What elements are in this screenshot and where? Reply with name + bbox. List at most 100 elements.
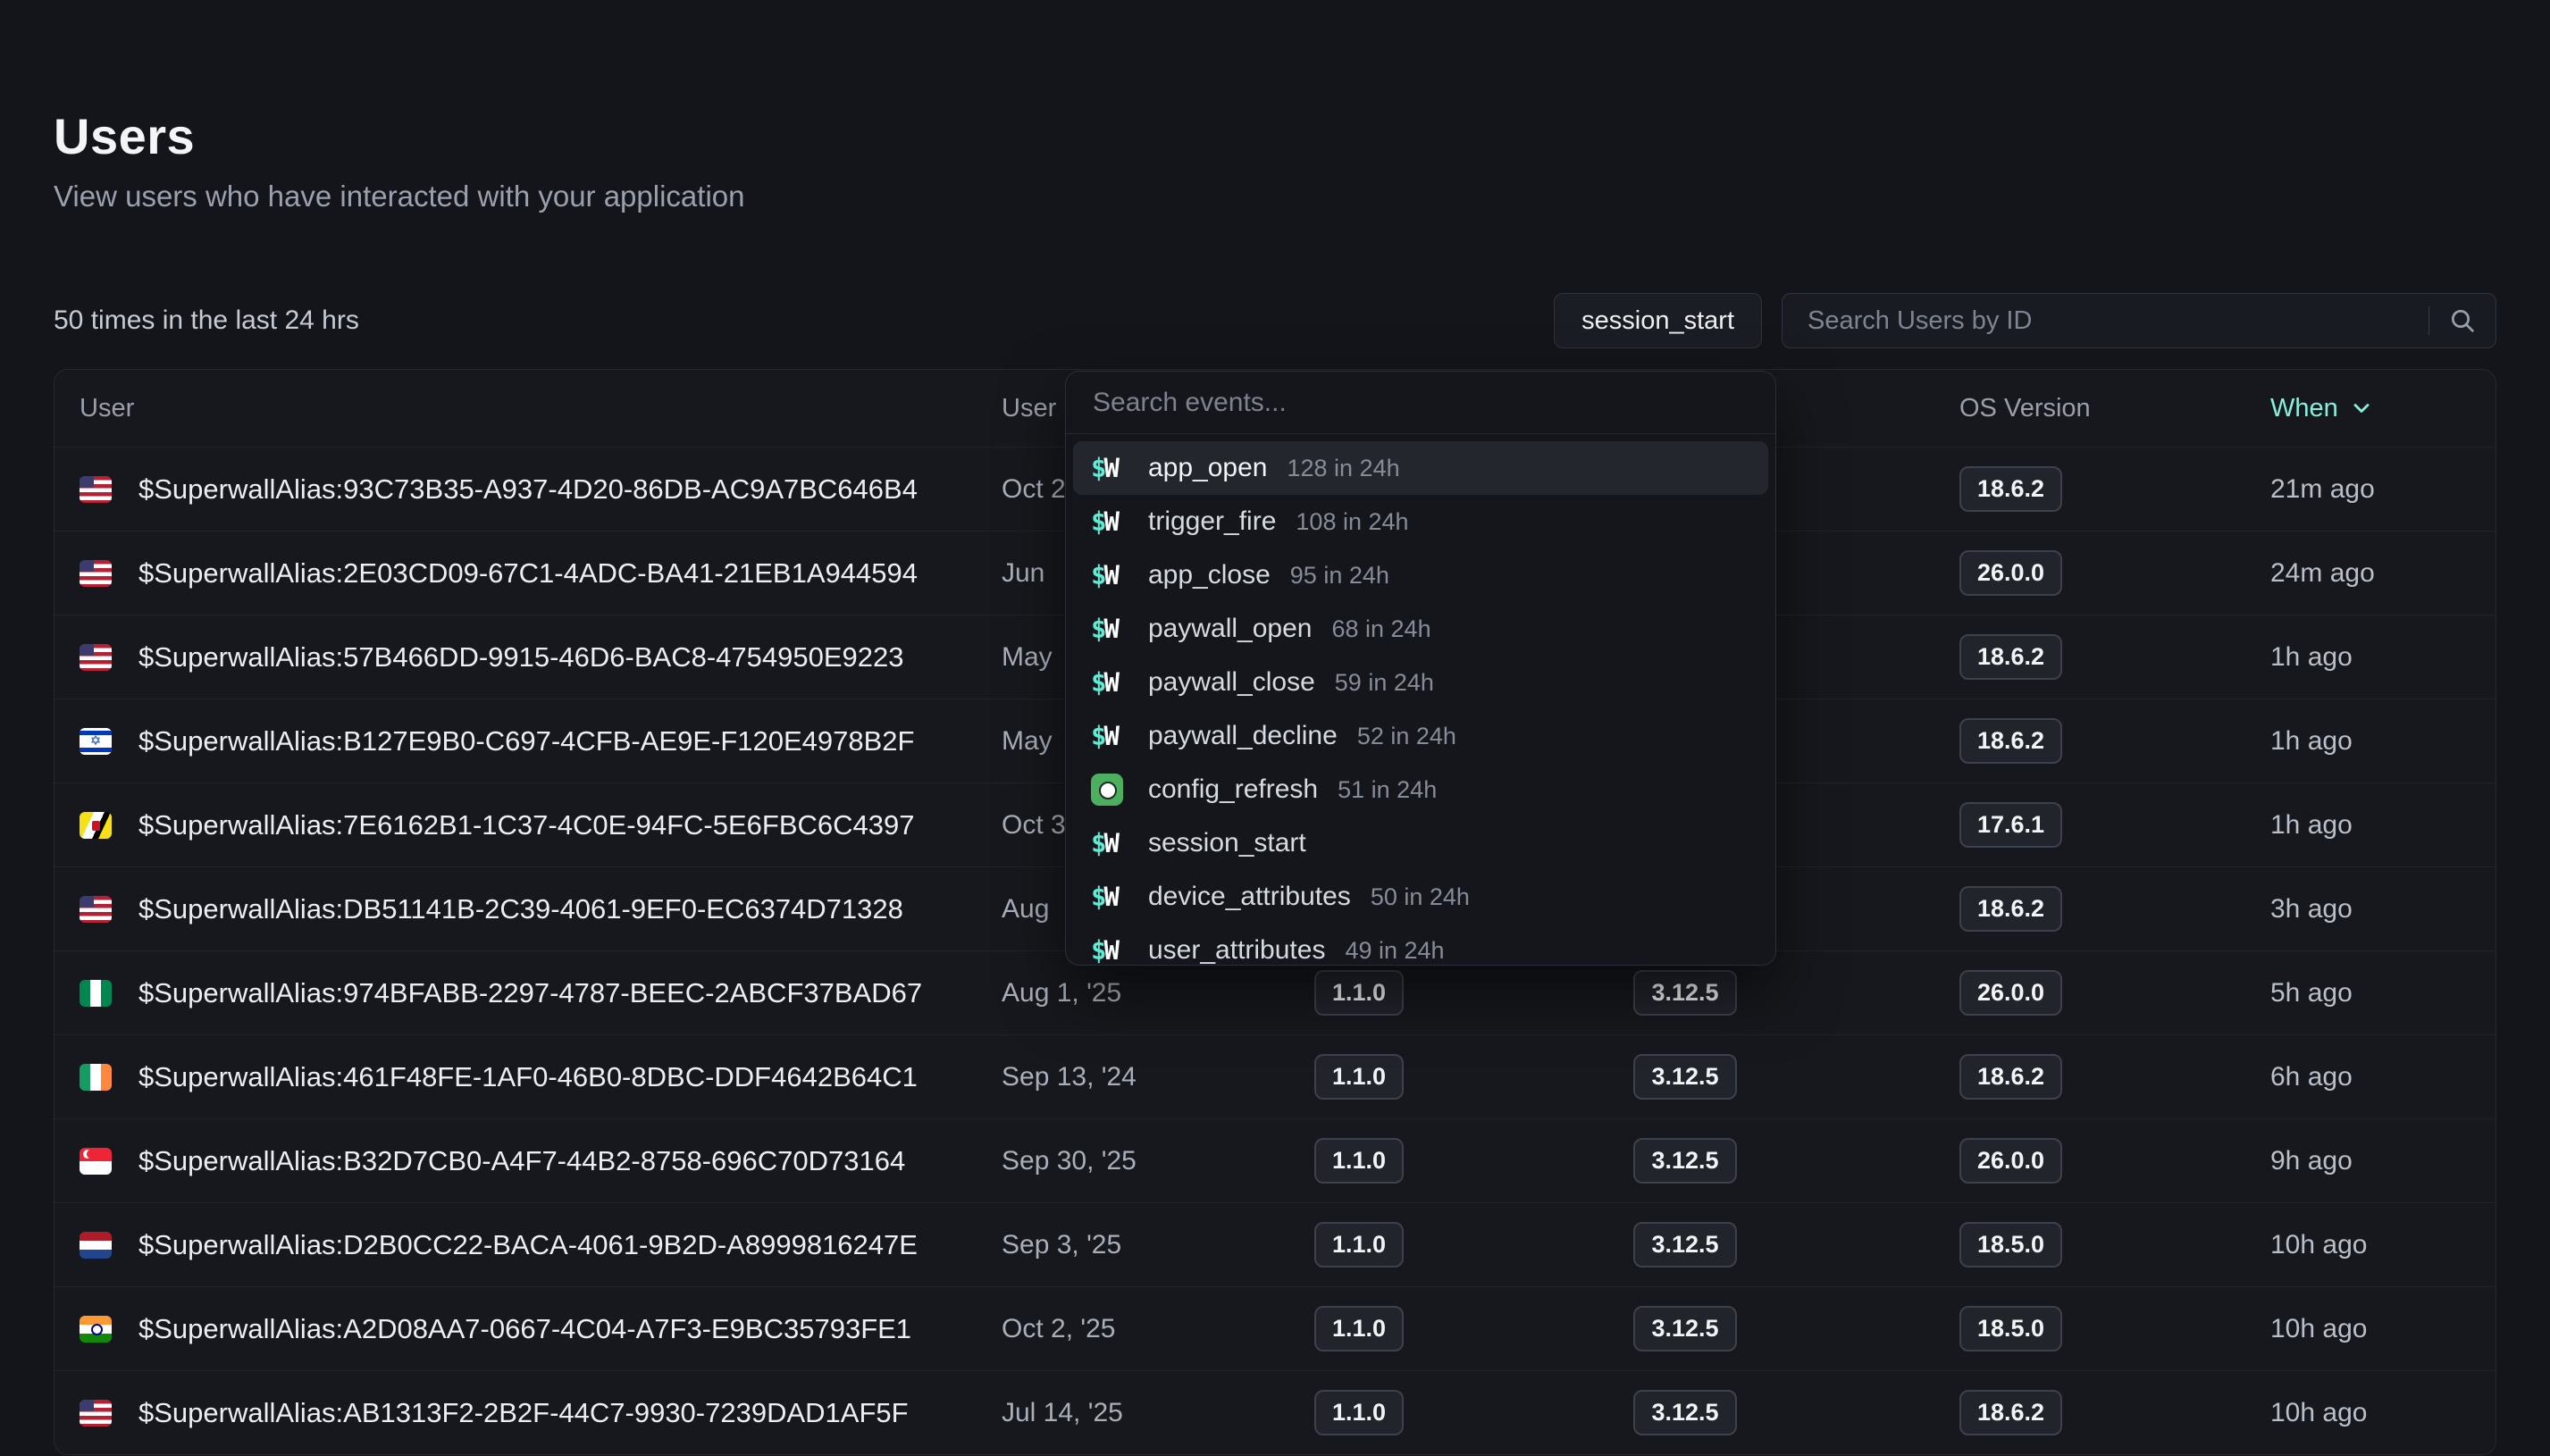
sdk-version-badge: 3.12.5 [1633,1138,1736,1184]
user-id: $SuperwallAlias:D2B0CC22-BACA-4061-9B2D-… [138,1229,918,1261]
user-id: $SuperwallAlias:B32D7CB0-A4F7-44B2-8758-… [138,1145,905,1177]
users-search-box [1782,293,2496,348]
event-filter-button[interactable]: session_start [1554,293,1762,348]
user-id: $SuperwallAlias:DB51141B-2C39-4061-9EF0-… [138,893,903,925]
os-version-badge: 18.5.0 [1959,1306,2062,1351]
last-seen: 9h ago [2270,1146,2353,1176]
table-row[interactable]: $SuperwallAlias:D2B0CC22-BACA-4061-9B2D-… [55,1202,2495,1286]
event-list-item[interactable]: $W paywall_open 68 in 24h [1073,602,1768,656]
app-version-badge: 1.1.0 [1314,1222,1404,1268]
event-name: paywall_open [1148,614,1312,644]
event-icon-box: $W [1091,453,1132,483]
user-id: $SuperwallAlias:57B466DD-9915-46D6-BAC8-… [138,641,904,674]
country-flag-icon [80,1400,112,1427]
country-flag-icon [80,1148,112,1175]
user-created-date: May [1002,726,1053,757]
event-icon-box: $W [1091,882,1132,912]
os-version-badge: 18.6.2 [1959,1390,2062,1435]
event-list-item[interactable]: $W device_attributes 50 in 24h [1073,870,1768,924]
app-version-badge: 1.1.0 [1314,1138,1404,1184]
event-search-row [1066,372,1775,434]
user-created-date: Sep 30, '25 [1002,1146,1137,1176]
superwall-event-icon: $W [1091,667,1117,698]
superwall-event-icon: $W [1091,614,1117,644]
config-refresh-app-icon [1091,774,1123,806]
sdk-version-badge: 3.12.5 [1633,970,1736,1016]
user-created-date: Sep 3, '25 [1002,1230,1121,1260]
event-list-item[interactable]: $W paywall_decline 52 in 24h [1073,709,1768,763]
table-row[interactable]: $SuperwallAlias:461F48FE-1AF0-46B0-8DBC-… [55,1034,2495,1118]
event-count: 108 in 24h [1296,508,1408,536]
search-icon[interactable] [2429,306,2495,335]
event-name: device_attributes [1148,882,1351,912]
events-count-label: 50 times in the last 24 hrs [54,305,359,336]
event-icon-box: $W [1091,506,1132,537]
page-subtitle: View users who have interacted with your… [54,180,2496,213]
user-created-date: Aug [1002,894,1049,925]
event-list-item[interactable]: $W app_open 128 in 24h [1073,441,1768,495]
event-list-item[interactable]: $W app_close 95 in 24h [1073,548,1768,602]
app-version-badge: 1.1.0 [1314,1054,1404,1100]
sdk-version-badge: 3.12.5 [1633,1054,1736,1100]
user-created-date: Jun [1002,558,1044,589]
app-version-badge: 1.1.0 [1314,1306,1404,1351]
event-count: 49 in 24h [1345,937,1444,965]
country-flag-icon [80,560,112,587]
user-created-date: Oct 2, '25 [1002,1314,1115,1344]
user-created-date: Oct 3 [1002,810,1066,841]
event-icon-box: $W [1091,614,1132,644]
event-count: 51 in 24h [1338,776,1437,804]
last-seen: 10h ago [2270,1314,2367,1344]
superwall-event-icon: $W [1091,935,1117,965]
last-seen: 21m ago [2270,474,2375,505]
event-list-item[interactable]: $W user_attributes 49 in 24h [1073,924,1768,965]
os-version-badge: 17.6.1 [1959,802,2062,848]
last-seen: 24m ago [2270,558,2375,589]
os-version-badge: 18.6.2 [1959,634,2062,680]
event-count: 59 in 24h [1335,669,1434,697]
event-count: 95 in 24h [1290,562,1389,590]
country-flag-icon [80,644,112,671]
event-name: paywall_decline [1148,721,1338,751]
sdk-version-badge: 3.12.5 [1633,1390,1736,1435]
table-row[interactable]: $SuperwallAlias:A2D08AA7-0667-4C04-A7F3-… [55,1286,2495,1370]
user-id: $SuperwallAlias:974BFABB-2297-4787-BEEC-… [138,977,922,1009]
last-seen: 1h ago [2270,726,2353,757]
event-search-input[interactable] [1093,388,1749,418]
page-header: Users View users who have interacted wit… [54,0,2496,213]
event-list-item[interactable]: config_refresh 51 in 24h [1073,763,1768,816]
os-version-badge: 18.6.2 [1959,1054,2062,1100]
superwall-event-icon: $W [1091,506,1117,537]
last-seen: 1h ago [2270,642,2353,673]
app-version-badge: 1.1.0 [1314,970,1404,1016]
os-version-badge: 26.0.0 [1959,550,2062,596]
user-id: $SuperwallAlias:AB1313F2-2B2F-44C7-9930-… [138,1397,909,1429]
event-list-item[interactable]: $W trigger_fire 108 in 24h [1073,495,1768,548]
table-row[interactable]: $SuperwallAlias:AB1313F2-2B2F-44C7-9930-… [55,1370,2495,1454]
last-seen: 5h ago [2270,978,2353,1008]
user-created-date: Sep 13, '24 [1002,1062,1137,1092]
event-count: 68 in 24h [1331,615,1430,643]
country-flag-icon [80,1232,112,1259]
event-list-item[interactable]: $W session_start [1073,816,1768,870]
event-name: trigger_fire [1148,506,1276,537]
os-version-badge: 18.6.2 [1959,718,2062,764]
column-header-os-version: OS Version [1833,394,2127,423]
app-version-badge: 1.1.0 [1314,1390,1404,1435]
event-count: 50 in 24h [1371,883,1470,911]
country-flag-icon [80,476,112,503]
os-version-badge: 26.0.0 [1959,1138,2062,1184]
event-name: config_refresh [1148,774,1318,805]
event-list-item[interactable]: $W paywall_close 59 in 24h [1073,656,1768,709]
superwall-event-icon: $W [1091,560,1117,590]
os-version-badge: 26.0.0 [1959,970,2062,1016]
last-seen: 3h ago [2270,894,2353,925]
last-seen: 1h ago [2270,810,2353,841]
country-flag-icon [80,1316,112,1343]
country-flag-icon [80,980,112,1007]
chevron-down-icon [2349,396,2374,421]
table-row[interactable]: $SuperwallAlias:B32D7CB0-A4F7-44B2-8758-… [55,1118,2495,1202]
users-search-input[interactable] [1782,306,2428,336]
column-header-when[interactable]: When [2270,394,2374,423]
event-name: app_close [1148,560,1271,590]
